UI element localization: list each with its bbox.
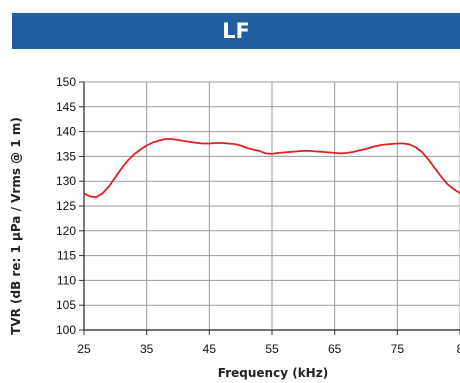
x-axis-title: Frequency (kHz): [218, 366, 328, 380]
y-tick-labels: 100 105 110 115 120 125 130 135 140 145 150: [56, 75, 76, 337]
y-tick-label: 140: [56, 125, 76, 139]
y-tick-label: 100: [56, 323, 76, 337]
x-tick-label: 8: [457, 342, 460, 356]
y-tick-label: 135: [56, 149, 76, 163]
y-tick-label: 115: [57, 249, 76, 263]
x-tick-label: 65: [328, 342, 342, 356]
chart-title-banner: LF: [12, 13, 460, 49]
y-tick-label: 150: [56, 75, 76, 89]
y-axis-title: TVR (dB re: 1 µPa / Vrms @ 1 m): [9, 117, 23, 335]
y-tick-label: 110: [57, 273, 76, 287]
tvr-series-line: [83, 138, 460, 199]
x-tick-label: 55: [265, 342, 279, 356]
x-tick-label: 25: [77, 342, 91, 356]
chart-title: LF: [222, 19, 250, 43]
y-tick-label: 125: [56, 199, 76, 213]
y-tick-label: 130: [56, 174, 76, 188]
x-tick-label: 75: [391, 342, 405, 356]
y-tick-label: 145: [56, 100, 76, 114]
series-group: [83, 138, 460, 199]
y-tick-label: 120: [56, 224, 76, 238]
axes: [79, 81, 460, 335]
x-tick-label: 45: [203, 342, 217, 356]
x-tick-label: 35: [140, 342, 154, 356]
grid: [83, 81, 460, 331]
y-tick-label: 105: [56, 298, 76, 312]
x-tick-labels: 25 35 45 55 65 75 8: [77, 342, 460, 356]
